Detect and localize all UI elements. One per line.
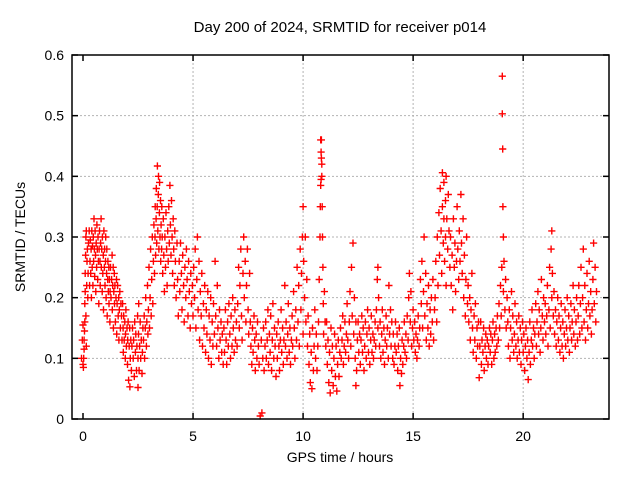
y-tick-label: 0.2 (45, 290, 65, 306)
data-points (77, 72, 601, 420)
scatter-points-layer (77, 72, 601, 420)
x-tick-label: 0 (79, 428, 87, 444)
x-tick-label: 10 (295, 428, 311, 444)
tick-label-layer: 0 5 10 15 20 0 0.1 0.2 0.3 0.4 0.5 0.6 (45, 47, 532, 444)
y-tick-label: 0.5 (45, 108, 65, 124)
y-tick-label: 0.1 (45, 350, 65, 366)
axis-layer (71, 54, 610, 420)
y-tick-label: 0.4 (45, 168, 65, 184)
y-tick-label: 0 (56, 411, 64, 427)
y-tick-label: 0.6 (45, 47, 65, 63)
y-tick-label: 0.3 (45, 229, 65, 245)
x-tick-label: 15 (405, 428, 421, 444)
x-tick-label: 5 (189, 428, 197, 444)
x-axis-label: GPS time / hours (287, 449, 394, 465)
y-axis-label: SRMTID / TECUs (12, 182, 28, 292)
chart-title: Day 200 of 2024, SRMTID for receiver p01… (194, 19, 487, 36)
x-tick-label: 20 (515, 428, 531, 444)
